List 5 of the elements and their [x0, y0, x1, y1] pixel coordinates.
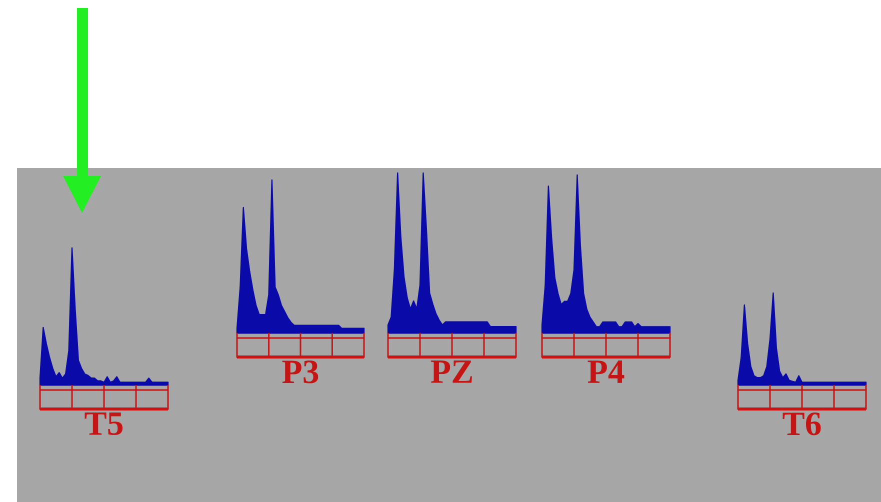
text: P4 [588, 360, 624, 383]
text: T5 [84, 412, 123, 436]
text: P3 [282, 360, 318, 384]
text: PZ [430, 360, 472, 383]
text: T6 [782, 412, 821, 436]
